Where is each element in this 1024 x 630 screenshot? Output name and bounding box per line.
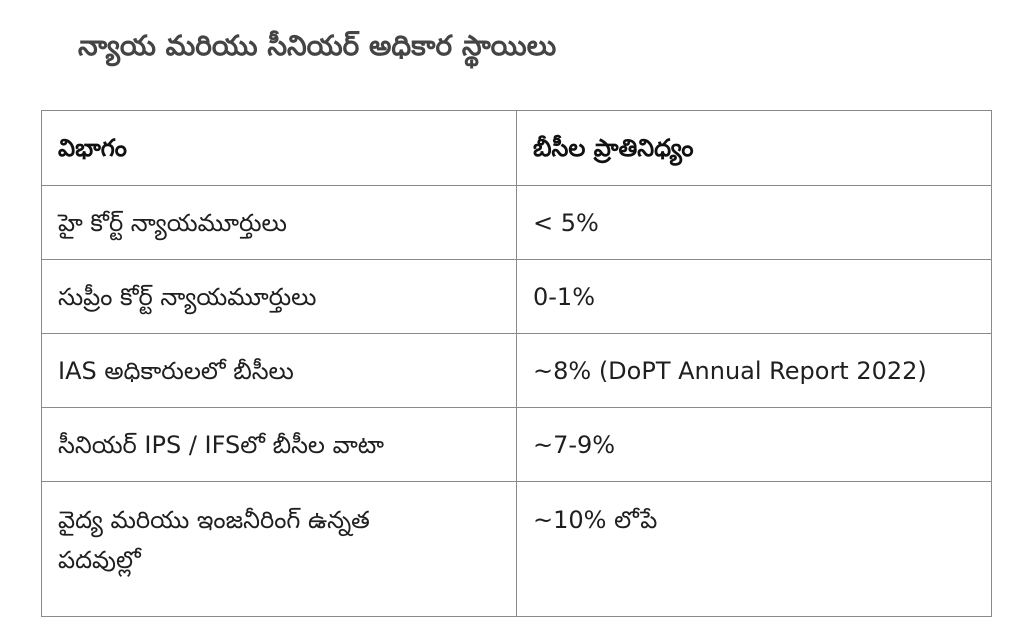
row-representation-cell: ~7-9% <box>516 407 992 482</box>
column-header-representation: బీసీల ప్రాతినిధ్యం <box>516 110 992 186</box>
row-category-cell: సీనియర్ IPS / IFSలో బీసీల వాటా <box>41 407 517 482</box>
row-category-cell: వైద్య మరియు ఇంజనీరింగ్ ఉన్నత పదవుల్లో <box>41 481 517 617</box>
table-row: సీనియర్ IPS / IFSలో బీసీల వాటా ~7-9% <box>41 407 992 482</box>
table-row: వైద్య మరియు ఇంజనీరింగ్ ఉన్నత పదవుల్లో ~1… <box>41 481 992 617</box>
row-category-cell: IAS అధికారులలో బీసీలు <box>41 333 517 408</box>
table-row: సుప్రీం కోర్ట్ న్యాయమూర్తులు 0-1% <box>41 259 992 334</box>
page-title: న్యాయ మరియు సీనియర్ అధికార స్థాయిలు <box>78 29 557 62</box>
row-representation-cell: < 5% <box>516 185 992 260</box>
row-representation-cell: ~8% (DoPT Annual Report 2022) <box>516 333 992 408</box>
table-row: హై కోర్ట్ న్యాయమూర్తులు < 5% <box>41 185 992 260</box>
table-header-row: విభాగం బీసీల ప్రాతినిధ్యం <box>41 110 992 186</box>
row-representation-cell: 0-1% <box>516 259 992 334</box>
row-category-cell: హై కోర్ట్ న్యాయమూర్తులు <box>41 185 517 260</box>
row-category-cell: సుప్రీం కోర్ట్ న్యాయమూర్తులు <box>41 259 517 334</box>
row-representation-cell: ~10% లోపే <box>516 481 992 617</box>
representation-table: విభాగం బీసీల ప్రాతినిధ్యం హై కోర్ట్ న్యా… <box>41 110 992 617</box>
column-header-category: విభాగం <box>41 110 517 186</box>
table-row: IAS అధికారులలో బీసీలు ~8% (DoPT Annual R… <box>41 333 992 408</box>
